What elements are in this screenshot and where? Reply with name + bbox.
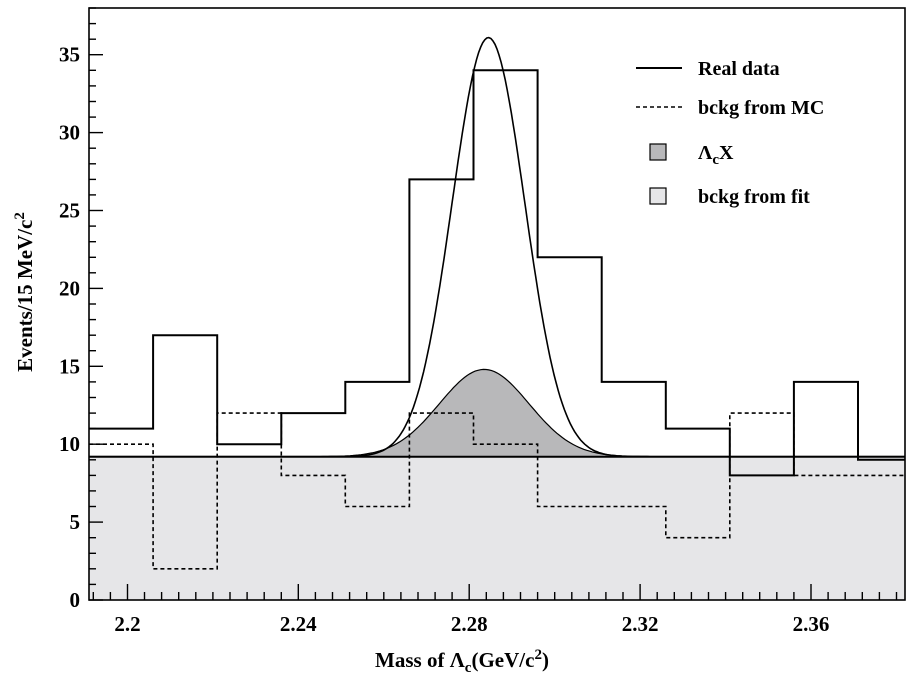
x-tick-label: 2.32: [622, 612, 659, 636]
legend: Real data bckg from MC ΛcX bckg from fit: [636, 58, 824, 208]
y-tick-label: 10: [59, 432, 80, 456]
legend-real-data-label: Real data: [698, 58, 780, 80]
x-axis-title: Mass of Λc(GeV/c2): [375, 647, 549, 675]
x-tick-label: 2.36: [793, 612, 830, 636]
legend-bg-fit-label: bckg from fit: [698, 186, 810, 208]
axes: 0 5 10 15 20 25 30 35 2.2 2.24 2.28 2.32 2.36: [59, 7, 906, 636]
legend-bg-fit-marker: [649, 187, 667, 205]
y-tick-label: 35: [59, 43, 80, 67]
y-tick-label: 30: [59, 121, 80, 145]
legend-signal-label: ΛcX: [698, 142, 734, 168]
x-tick-label: 2.24: [280, 612, 317, 636]
y-tick-label: 5: [70, 510, 81, 534]
x-tick-label: 2.28: [451, 612, 488, 636]
mc-background-histogram: [89, 412, 905, 570]
y-tick-label: 25: [59, 199, 80, 223]
y-tick-label: 20: [59, 276, 80, 300]
legend-mc-label: bckg from MC: [698, 97, 824, 119]
y-tick-label: 15: [59, 354, 80, 378]
y-tick-label: 0: [70, 588, 81, 612]
background-fit-area: [89, 456, 905, 600]
total-fit-curve: [89, 36, 905, 458]
y-axis-title: Events/15 MeV/c2: [12, 212, 37, 372]
real-data-histogram: [89, 69, 905, 477]
legend-signal-marker: [649, 143, 667, 161]
x-tick-label: 2.2: [114, 612, 140, 636]
plot-area: [89, 36, 905, 600]
